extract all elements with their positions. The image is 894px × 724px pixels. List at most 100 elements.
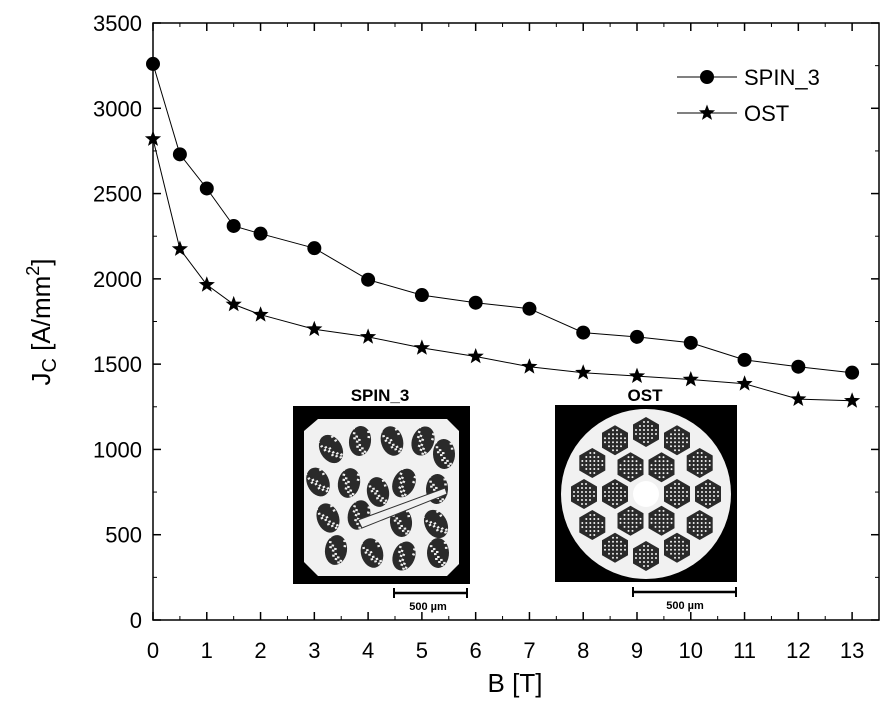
x-tick-label: 6 — [470, 638, 482, 663]
data-point-spin3 — [414, 288, 429, 303]
data-point-ost — [171, 240, 188, 256]
y-tick-label: 2000 — [93, 267, 142, 292]
spin3-scale-label: 500 µm — [409, 601, 447, 613]
inset-title-ost: OST — [628, 386, 664, 405]
legend-marker-spin3 — [700, 70, 714, 84]
ost-filament-bundle — [686, 510, 713, 540]
spin3-filament — [359, 538, 384, 568]
x-tick-label: 13 — [840, 638, 864, 663]
ost-filament-bundle — [617, 452, 644, 483]
data-point-ost — [844, 392, 861, 408]
y-tick-label: 0 — [130, 608, 142, 633]
data-point-ost — [306, 320, 323, 337]
data-point-spin3 — [630, 329, 644, 344]
data-point-ost — [144, 130, 162, 146]
ost-filament-bundle — [686, 448, 713, 478]
data-point-ost — [628, 367, 646, 383]
ost-filament-bundle — [617, 505, 644, 536]
legend-label-ost: OST — [744, 101, 789, 126]
ost-filament-bundle — [633, 417, 659, 447]
data-point-spin3 — [253, 226, 268, 241]
y-tick-label: 3500 — [93, 11, 142, 36]
data-point-ost — [736, 375, 753, 391]
data-point-ost — [575, 364, 592, 380]
data-point-ost — [521, 358, 538, 374]
y-tick-label: 1000 — [93, 437, 142, 462]
spin3-filament — [392, 540, 417, 571]
inset-title-spin3: SPIN_3 — [351, 386, 410, 405]
spin3-filament — [304, 467, 330, 497]
x-tick-label: 0 — [147, 638, 159, 663]
data-point-ost — [360, 328, 377, 344]
data-point-ost — [790, 390, 807, 406]
data-point-spin3 — [361, 272, 376, 287]
data-point-ost — [198, 276, 215, 292]
spin3-crack — [357, 487, 448, 529]
series-line-spin3 — [152, 63, 853, 374]
x-tick-label: 4 — [362, 638, 374, 663]
x-tick-label: 10 — [679, 638, 703, 663]
spin3-filament — [432, 439, 456, 469]
ost-filament-bundle — [579, 510, 606, 540]
y-tick-label: 500 — [105, 523, 142, 548]
spin3-filament — [379, 426, 404, 456]
legend: SPIN_3 OST — [677, 65, 820, 126]
spin3-micrograph-inset: SPIN_3 500 µm — [293, 386, 470, 613]
ost-filament-bundle — [664, 479, 690, 509]
x-axis-label: B [T] — [488, 668, 543, 698]
ost-filament-bundle — [695, 479, 721, 509]
x-tick-label: 8 — [577, 638, 589, 663]
ost-core — [633, 481, 659, 507]
spin3-filament — [315, 503, 340, 533]
legend-label-spin3: SPIN_3 — [744, 65, 820, 90]
data-point-ost — [467, 348, 484, 364]
y-tick-label: 3000 — [93, 96, 142, 121]
ost-filament-bundle — [602, 479, 628, 509]
ost-filament-bundle — [664, 532, 690, 563]
data-point-spin3 — [522, 301, 537, 316]
data-point-spin3 — [737, 352, 752, 367]
ost-filament-bundle — [648, 505, 675, 536]
x-tick-label: 11 — [733, 638, 756, 663]
data-point-ost — [225, 295, 242, 312]
ost-filament-bundle — [602, 532, 628, 563]
ost-scale-label: 500 µm — [666, 600, 704, 612]
data-point-spin3 — [576, 325, 591, 340]
x-tick-label: 2 — [254, 638, 266, 663]
data-point-ost — [413, 339, 430, 355]
ost-micrograph-inset: OST 500 µm — [555, 386, 737, 612]
x-tick-label: 3 — [308, 638, 320, 663]
spin3-filament — [324, 535, 348, 565]
axis-tick-labels: 0 1 2 3 4 5 6 7 8 9 10 11 12 130500100015002000250030… — [93, 11, 864, 663]
spin3-filament — [426, 538, 450, 568]
x-tick-label: 1 — [201, 638, 213, 663]
axis-ticks — [152, 22, 879, 621]
spin3-filament — [366, 477, 390, 507]
y-axis-label: JC [A/mm2] — [23, 258, 61, 385]
spin3-filament — [348, 426, 372, 456]
spin3-filament — [337, 468, 361, 498]
spin3-filaments — [304, 425, 456, 571]
data-point-ost — [252, 306, 269, 322]
y-tick-label: 2500 — [93, 182, 142, 207]
series-layer — [144, 56, 861, 408]
data-point-spin3 — [468, 295, 483, 310]
data-point-spin3 — [146, 56, 160, 71]
x-tick-label: 5 — [416, 638, 428, 663]
y-tick-label: 1500 — [93, 352, 142, 377]
legend-marker-ost — [698, 104, 716, 120]
x-tick-label: 7 — [523, 638, 535, 663]
ost-filament-bundle — [579, 448, 606, 478]
ost-filaments — [571, 417, 721, 571]
ost-filament-bundle — [633, 541, 659, 571]
spin3-filament — [421, 509, 449, 539]
data-point-spin3 — [791, 359, 806, 374]
x-tick-label: 12 — [786, 638, 810, 663]
ost-filament-bundle — [602, 425, 628, 456]
spin3-filament — [411, 425, 435, 456]
ost-filament-bundle — [648, 452, 675, 483]
series-line-ost — [152, 138, 853, 402]
ost-filament-bundle — [664, 425, 690, 456]
ost-filament-bundle — [571, 479, 597, 509]
